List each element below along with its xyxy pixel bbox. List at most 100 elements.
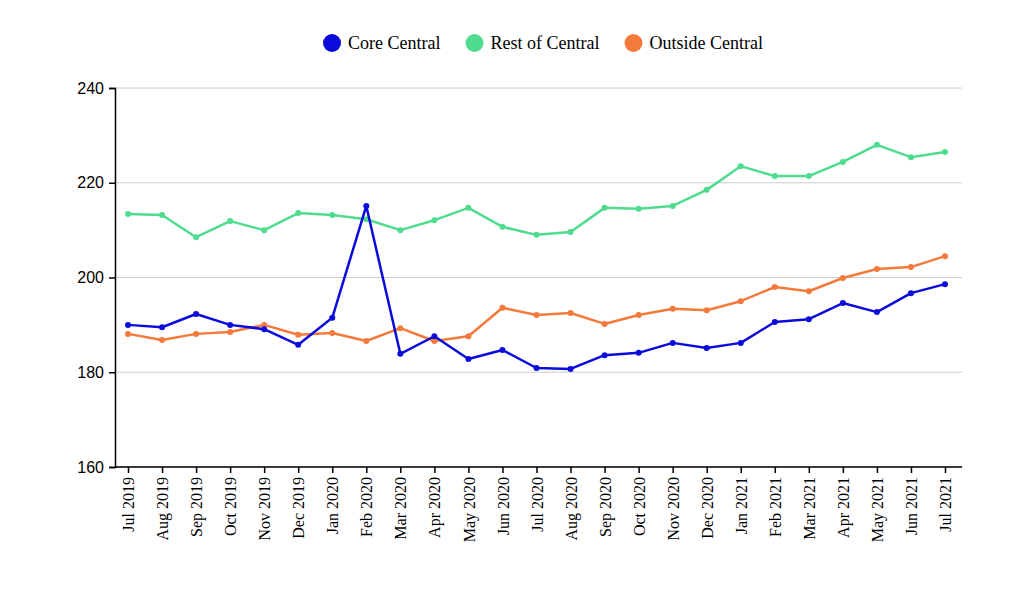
y-tick-label: 200 [77,269,104,286]
point [227,322,233,328]
point [465,205,471,211]
y-tick-mark [109,183,115,185]
point [227,218,233,224]
grid-line [115,372,962,373]
x-tick: Aug 2020 [563,467,581,541]
point [942,149,948,155]
legend-label: Outside Central [649,33,762,53]
x-tick: Feb 2021 [767,467,784,537]
point [568,229,574,235]
point [772,173,778,179]
y-tick-mark [109,88,115,90]
x-tick-label: Jun 2021 [903,477,920,535]
series [125,253,948,344]
x-tick-label: Oct 2020 [631,477,648,536]
point [465,356,471,362]
x-tick-mark [843,467,845,473]
chart: 160180200220240Jul 2019Aug 2019Sep 2019O… [0,0,1024,594]
plot-area [125,142,948,372]
x-tick-mark [877,467,879,473]
x-tick-label: Jul 2021 [937,477,954,532]
x-tick: Jun 2020 [495,467,512,535]
series-line [128,145,945,237]
x-tick-mark [911,467,913,473]
x-tick: Sep 2019 [188,467,206,537]
point [261,326,267,332]
series-line [128,206,945,369]
x-tick: Mar 2021 [801,467,818,540]
x-tick-label: Sep 2020 [597,477,615,537]
x-tick: Apr 2021 [835,467,853,538]
x-tick: Apr 2020 [426,467,444,538]
x-tick-label: Feb 2021 [767,477,784,537]
point [942,281,948,287]
y-tick: 200 [77,269,115,286]
point [534,365,540,371]
x-tick-mark [945,467,947,473]
point [602,321,608,327]
y-tick-label: 220 [77,174,104,191]
x-tick: Nov 2020 [665,467,682,541]
point [193,234,199,240]
y-tick-label: 240 [77,80,104,97]
x-tick: Sep 2020 [597,467,615,537]
x-tick-label: Jan 2020 [324,477,341,534]
x-tick-label: Jul 2020 [529,477,546,532]
point [568,366,574,372]
x-axis-line [115,466,962,468]
point [738,340,744,346]
point [397,351,403,357]
x-tick-label: Dec 2020 [699,477,716,539]
legend-item: Rest of Central [466,33,600,53]
series [125,203,948,372]
x-tick-label: Dec 2019 [290,477,307,539]
x-tick: Dec 2020 [699,467,716,539]
point [602,205,608,211]
point [431,333,437,339]
x-tick-mark [570,467,572,473]
y-tick-mark [109,372,115,374]
point [295,342,301,348]
point [636,350,642,356]
x-tick-mark [162,467,164,473]
x-tick-label: Oct 2019 [222,477,239,536]
x-tick-mark [604,467,606,473]
grid-line [115,182,962,183]
point [534,232,540,238]
point [499,224,505,230]
legend-item: Core Central [323,33,440,53]
point [227,329,233,335]
y-tick-mark [109,467,115,469]
y-tick-label: 160 [77,459,104,476]
point [465,333,471,339]
legend-swatch [466,34,484,52]
x-tick-mark [366,467,368,473]
y-tick-mark [109,277,115,279]
x-tick-mark [400,467,402,473]
x-tick: Oct 2020 [631,467,648,536]
x-tick: Nov 2019 [256,467,273,541]
x-tick: Aug 2019 [154,467,172,541]
x-tick-mark [196,467,198,473]
x-tick-label: Jul 2019 [120,477,137,532]
point [738,163,744,169]
point [670,306,676,312]
x-tick: Jan 2021 [733,467,750,534]
point [806,173,812,179]
grid [115,88,962,467]
point [874,309,880,315]
x-tick-label: Feb 2020 [358,477,375,537]
y-axis: 160180200220240 [77,80,115,476]
x-tick-mark [775,467,777,473]
point [908,154,914,160]
point [568,310,574,316]
x-tick: Jul 2019 [120,467,137,532]
legend-label: Core Central [348,33,440,53]
point [602,352,608,358]
point [397,325,403,331]
x-tick: Dec 2019 [290,467,307,539]
point [704,345,710,351]
point [636,206,642,212]
x-tick-label: Nov 2020 [665,477,682,541]
point [499,347,505,353]
